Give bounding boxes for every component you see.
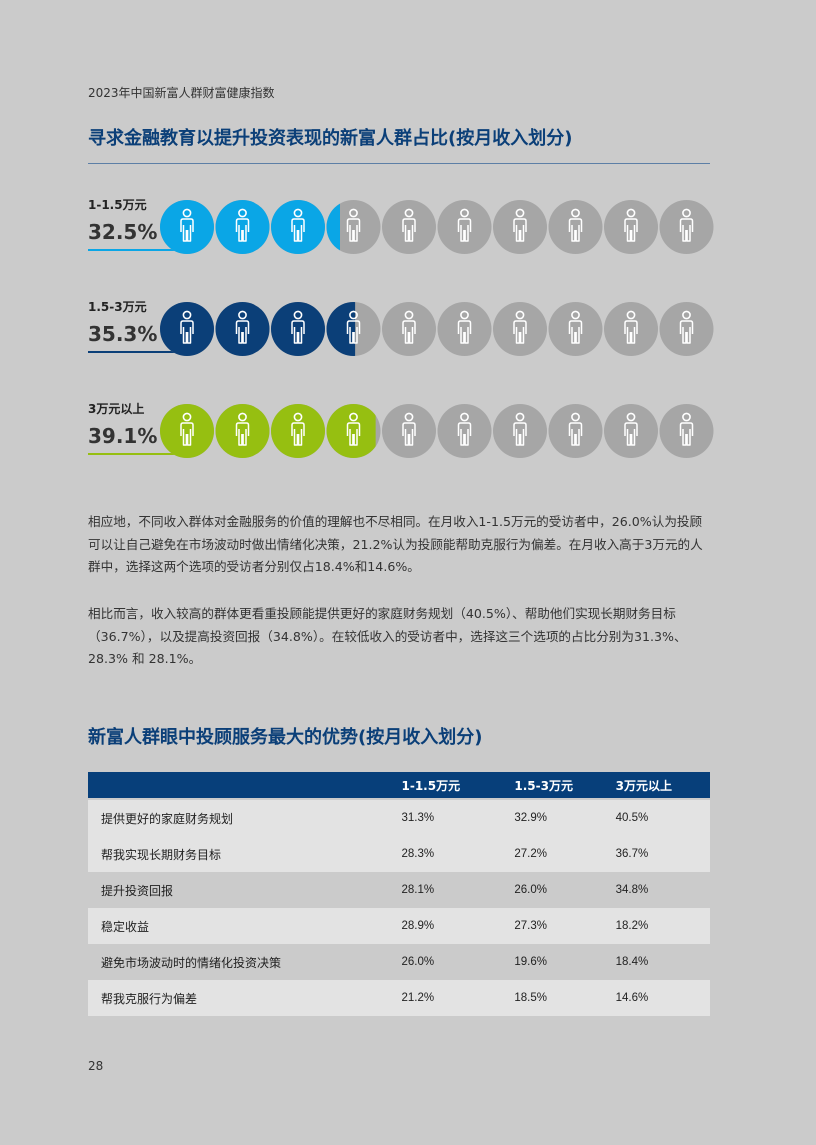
person-icon [493, 200, 547, 254]
person-icon [326, 200, 381, 254]
person-icon [548, 200, 603, 254]
person-icon [604, 200, 658, 254]
cell-value: 19.6% [514, 944, 616, 980]
row-label: 帮我克服行为偏差 [88, 980, 402, 1016]
cell-value: 28.3% [401, 836, 515, 872]
cell-value: 18.4% [615, 944, 710, 980]
person-icon-row [160, 302, 720, 362]
row-label: 提升投资回报 [88, 872, 402, 908]
cell-value: 14.6% [615, 980, 710, 1016]
person-icon [271, 200, 325, 254]
cell-value: 18.2% [615, 908, 710, 944]
table-row: 提供更好的家庭财务规划 31.3% 32.9% 40.5% [88, 800, 710, 836]
pictogram-svg [160, 302, 714, 356]
title-divider [88, 163, 710, 164]
person-icon [604, 404, 658, 458]
row-label: 避免市场波动时的情绪化投资决策 [88, 944, 402, 980]
table-row: 避免市场波动时的情绪化投资决策 26.0% 19.6% 18.4% [88, 944, 710, 980]
cell-value: 31.3% [401, 800, 515, 836]
person-icon [271, 302, 325, 356]
person-icon [437, 302, 492, 356]
person-icon [437, 404, 492, 458]
person-icon [160, 200, 214, 254]
cell-value: 26.0% [401, 944, 515, 980]
cell-value: 36.7% [615, 836, 710, 872]
table-row: 帮我实现长期财务目标 28.3% 27.2% 36.7% [88, 836, 710, 872]
person-icon [382, 404, 436, 458]
person-icon [548, 404, 603, 458]
table-row: 稳定收益 28.9% 27.3% 18.2% [88, 908, 710, 944]
person-icon [659, 302, 714, 356]
group-label: 1.5-3万元 [88, 300, 147, 314]
group-label: 1-1.5万元 [88, 198, 147, 212]
person-icon-row [160, 404, 720, 464]
page-number: 28 [88, 1059, 104, 1073]
group-label: 3万元以上 [88, 402, 145, 416]
cell-value: 21.2% [401, 980, 515, 1016]
group-underline [88, 249, 182, 251]
person-icon [160, 302, 214, 356]
person-icon [437, 200, 492, 254]
person-icon-row [160, 200, 720, 260]
cell-value: 34.8% [615, 872, 710, 908]
row-label: 提供更好的家庭财务规划 [88, 800, 402, 836]
person-icon [659, 404, 714, 458]
table-header-row: 1-1.5万元 1.5-3万元 3万元以上 [88, 772, 710, 798]
income-group-1: 1-1.5万元 32.5% [88, 196, 718, 286]
person-icon [326, 404, 381, 458]
person-icon [160, 404, 214, 458]
income-group-2: 1.5-3万元 35.3% [88, 298, 718, 388]
person-icon [271, 404, 325, 458]
body-paragraph: 相比而言，收入较高的群体更看重投顾能提供更好的家庭财务规划（40.5%）、帮助他… [88, 606, 687, 666]
group-percent: 32.5% [88, 220, 158, 244]
person-icon [215, 200, 270, 254]
person-icon [659, 200, 714, 254]
group-underline [88, 351, 182, 353]
group-percent: 35.3% [88, 322, 158, 346]
cell-value: 32.9% [514, 800, 616, 836]
section-title-pictogram: 寻求金融教育以提升投资表现的新富人群占比(按月收入划分) [88, 128, 573, 149]
cell-value: 27.2% [514, 836, 616, 872]
person-icon [382, 200, 436, 254]
table-header-cell: 3万元以上 [615, 772, 710, 798]
cell-value: 18.5% [514, 980, 616, 1016]
cell-value: 28.9% [401, 908, 515, 944]
cell-value: 26.0% [514, 872, 616, 908]
cell-value: 40.5% [615, 800, 710, 836]
body-paragraph: 相应地，不同收入群体对金融服务的价值的理解也不尽相同。在月收入1-1.5万元的受… [88, 514, 703, 574]
table-header-cell: 1-1.5万元 [401, 772, 515, 798]
table-header-cell: 1.5-3万元 [514, 772, 616, 798]
income-group-3: 3万元以上 39.1% [88, 400, 718, 490]
pictogram-svg [160, 200, 714, 254]
group-underline [88, 453, 182, 455]
section-title-table: 新富人群眼中投顾服务最大的优势(按月收入划分) [88, 727, 483, 748]
person-icon [493, 404, 547, 458]
row-label: 稳定收益 [88, 908, 402, 944]
cell-value: 27.3% [514, 908, 616, 944]
advantages-table: 1-1.5万元 1.5-3万元 3万元以上 提供更好的家庭财务规划 31.3% … [88, 772, 710, 1016]
pictogram-svg [160, 404, 714, 458]
page-header: 2023年中国新富人群财富健康指数 [88, 86, 275, 100]
person-icon [548, 302, 603, 356]
person-icon [215, 404, 270, 458]
person-icon [604, 302, 658, 356]
person-icon [326, 302, 381, 356]
group-percent: 39.1% [88, 424, 158, 448]
person-icon [215, 302, 270, 356]
cell-value: 28.1% [401, 872, 515, 908]
table-row: 帮我克服行为偏差 21.2% 18.5% 14.6% [88, 980, 710, 1016]
table-header-cell [88, 772, 402, 798]
person-icon [493, 302, 547, 356]
person-icon [382, 302, 436, 356]
table-row: 提升投资回报 28.1% 26.0% 34.8% [88, 872, 710, 908]
row-label: 帮我实现长期财务目标 [88, 836, 402, 872]
